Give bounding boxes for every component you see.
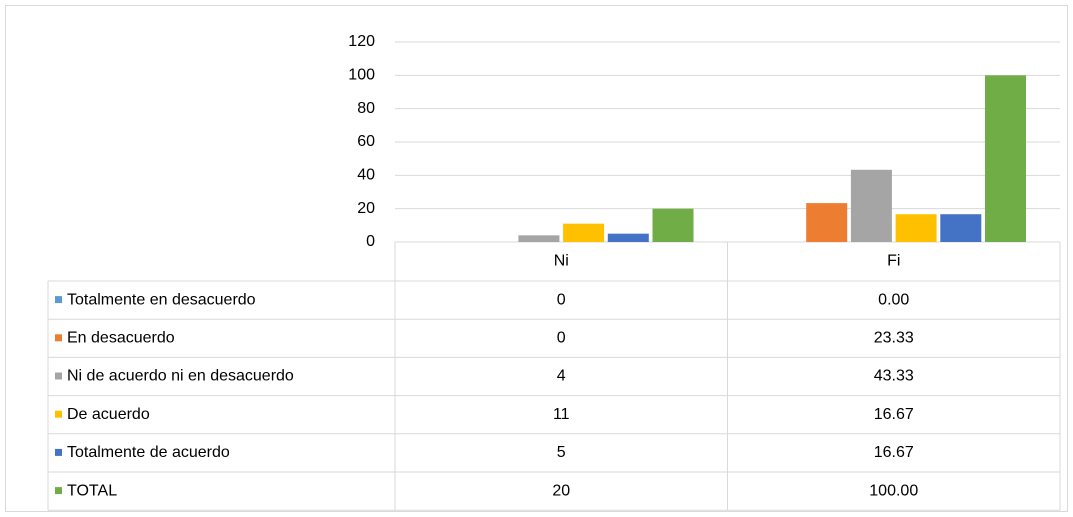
table-cell: 43.33 [874, 368, 914, 385]
table-cell: 100.00 [869, 482, 918, 499]
legend-label: Totalmente en desacuerdo [67, 291, 256, 308]
table-cell: 4 [557, 368, 566, 385]
y-tick-label: 0 [366, 233, 375, 250]
bar [806, 203, 848, 242]
legend-label: TOTAL [67, 482, 117, 499]
bar [518, 235, 560, 242]
bar [563, 223, 605, 242]
y-tick-label: 20 [357, 200, 375, 217]
bar [652, 208, 694, 242]
legend-label: De acuerdo [67, 406, 150, 423]
legend-swatch [55, 448, 62, 456]
legend-label: Ni de acuerdo ni en desacuerdo [67, 368, 294, 385]
y-tick-label: 60 [357, 133, 375, 150]
table-cell: 0 [557, 291, 566, 308]
bar [850, 169, 892, 242]
bar [985, 75, 1026, 242]
legend-swatch [55, 372, 62, 380]
y-tick-label: 120 [348, 33, 375, 50]
legend-swatch [55, 410, 62, 418]
chart-border [5, 5, 1068, 512]
table-cell: 16.67 [874, 444, 914, 461]
table-cell: 0 [557, 330, 566, 347]
y-tick-label: 40 [357, 167, 375, 184]
table-cell: 16.67 [874, 406, 914, 423]
legend-swatch [55, 487, 62, 495]
legend-swatch [55, 296, 62, 304]
x-tick-label: Fi [887, 253, 900, 270]
y-tick-label: 100 [348, 67, 375, 84]
bar [895, 214, 937, 242]
x-tick-label: Ni [554, 253, 569, 270]
table-cell: 0.00 [878, 291, 909, 308]
table-cell: 5 [557, 444, 566, 461]
table-cell: 23.33 [874, 330, 914, 347]
bar [607, 233, 649, 242]
bar [940, 214, 982, 242]
legend-label: En desacuerdo [67, 330, 175, 347]
table-cell: 11 [553, 406, 570, 423]
table-cell: 20 [552, 482, 570, 499]
y-tick-label: 80 [357, 100, 375, 117]
legend-label: Totalmente de acuerdo [67, 444, 230, 461]
legend-swatch [55, 334, 62, 342]
